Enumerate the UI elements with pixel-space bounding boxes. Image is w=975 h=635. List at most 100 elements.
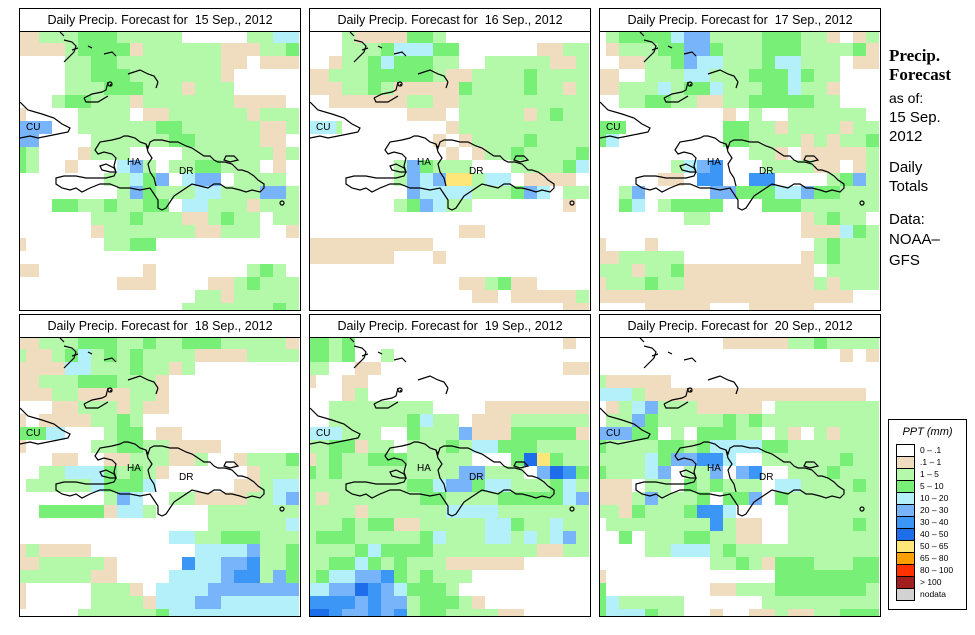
precip-cell xyxy=(524,69,537,82)
side-data-line3: GFS xyxy=(889,252,920,269)
precip-cell xyxy=(169,69,182,82)
precip-cell xyxy=(658,43,671,56)
precip-cell xyxy=(117,69,130,82)
precip-cell xyxy=(316,69,329,82)
precip-cell xyxy=(498,82,511,95)
precip-cell xyxy=(814,251,827,264)
precip-cell xyxy=(342,95,355,108)
precip-cell xyxy=(485,82,498,95)
precip-cell xyxy=(788,134,801,147)
precip-cell xyxy=(645,69,658,82)
precip-cell xyxy=(606,264,619,277)
precip-cell xyxy=(762,134,775,147)
precip-cell xyxy=(736,56,749,69)
precip-cell xyxy=(788,69,801,82)
precip-cell xyxy=(420,238,433,251)
precip-cell xyxy=(827,32,840,43)
precip-cell xyxy=(840,121,853,134)
precip-cell xyxy=(524,173,537,186)
precip-cell xyxy=(645,43,658,56)
precip-cell xyxy=(286,277,299,290)
precip-cell xyxy=(195,212,208,225)
precip-cell xyxy=(65,95,78,108)
side-data-line1: Data: xyxy=(889,211,925,228)
precip-cell xyxy=(420,108,433,121)
precip-cell xyxy=(260,95,273,108)
legend-label: 20 – 30 xyxy=(920,505,949,515)
precip-cell xyxy=(619,290,632,303)
precip-cell xyxy=(316,251,329,264)
precip-cell xyxy=(853,186,866,199)
legend-label: 5 – 10 xyxy=(920,481,944,491)
legend-label: > 100 xyxy=(920,577,942,587)
precip-cell xyxy=(459,82,472,95)
legend-swatch xyxy=(896,456,915,468)
precip-cell xyxy=(736,121,749,134)
precip-cell xyxy=(866,134,879,147)
precip-cell xyxy=(550,147,563,160)
precip-cell xyxy=(600,238,606,251)
precip-cell xyxy=(632,290,645,303)
precip-cell xyxy=(840,134,853,147)
precip-cell xyxy=(788,56,801,69)
precip-cell xyxy=(524,147,537,160)
precip-cell xyxy=(208,277,221,290)
precip-cell xyxy=(407,32,420,43)
label-haiti: HA xyxy=(127,463,141,474)
precip-cell xyxy=(472,121,485,134)
precip-cell xyxy=(65,160,78,173)
precip-cell xyxy=(710,43,723,56)
precip-cell xyxy=(853,277,866,290)
precip-cell xyxy=(632,56,645,69)
label-dominican-republic: DR xyxy=(759,472,774,483)
precip-cell xyxy=(550,108,563,121)
precip-cell xyxy=(446,82,459,95)
precip-cell xyxy=(234,147,247,160)
precip-cell xyxy=(195,95,208,108)
precip-cell xyxy=(866,56,879,69)
precip-cell xyxy=(498,108,511,121)
label-cuba: CU xyxy=(316,122,331,133)
precip-cell xyxy=(671,69,684,82)
precip-cell xyxy=(827,121,840,134)
precip-cell xyxy=(762,32,775,43)
precip-cell xyxy=(801,277,814,290)
precip-cell xyxy=(407,199,420,212)
precip-cell xyxy=(156,82,169,95)
precip-cell xyxy=(600,277,606,290)
precip-cell xyxy=(814,134,827,147)
precip-cell xyxy=(286,32,299,43)
precip-cell xyxy=(117,199,130,212)
precip-cell xyxy=(827,199,840,212)
precip-cell xyxy=(723,82,736,95)
precip-cell xyxy=(459,199,472,212)
precip-cell xyxy=(537,121,550,134)
precip-cell xyxy=(104,108,117,121)
legend-swatch xyxy=(896,588,915,601)
precip-cell xyxy=(208,43,221,56)
precip-cell xyxy=(853,225,866,238)
precip-cell xyxy=(234,56,247,69)
precip-cell xyxy=(117,43,130,56)
precip-cell xyxy=(749,82,762,95)
precip-cell xyxy=(329,251,342,264)
precip-cell xyxy=(459,95,472,108)
precip-cell xyxy=(130,32,143,43)
precip-cell xyxy=(234,277,247,290)
precip-cell xyxy=(762,199,775,212)
precip-cell xyxy=(355,56,368,69)
precip-cell xyxy=(78,108,91,121)
precip-cell xyxy=(420,173,433,186)
precip-cell xyxy=(459,121,472,134)
precip-cell xyxy=(736,277,749,290)
precip-cell xyxy=(801,43,814,56)
precip-cell xyxy=(91,32,104,43)
precip-cell xyxy=(169,134,182,147)
precip-cell xyxy=(576,134,589,147)
precip-cell xyxy=(342,43,355,56)
precip-cell xyxy=(273,199,286,212)
precip-cell xyxy=(329,82,342,95)
precip-cell xyxy=(273,32,286,43)
label-dominican-republic: DR xyxy=(179,166,194,177)
precip-cell xyxy=(273,134,286,147)
